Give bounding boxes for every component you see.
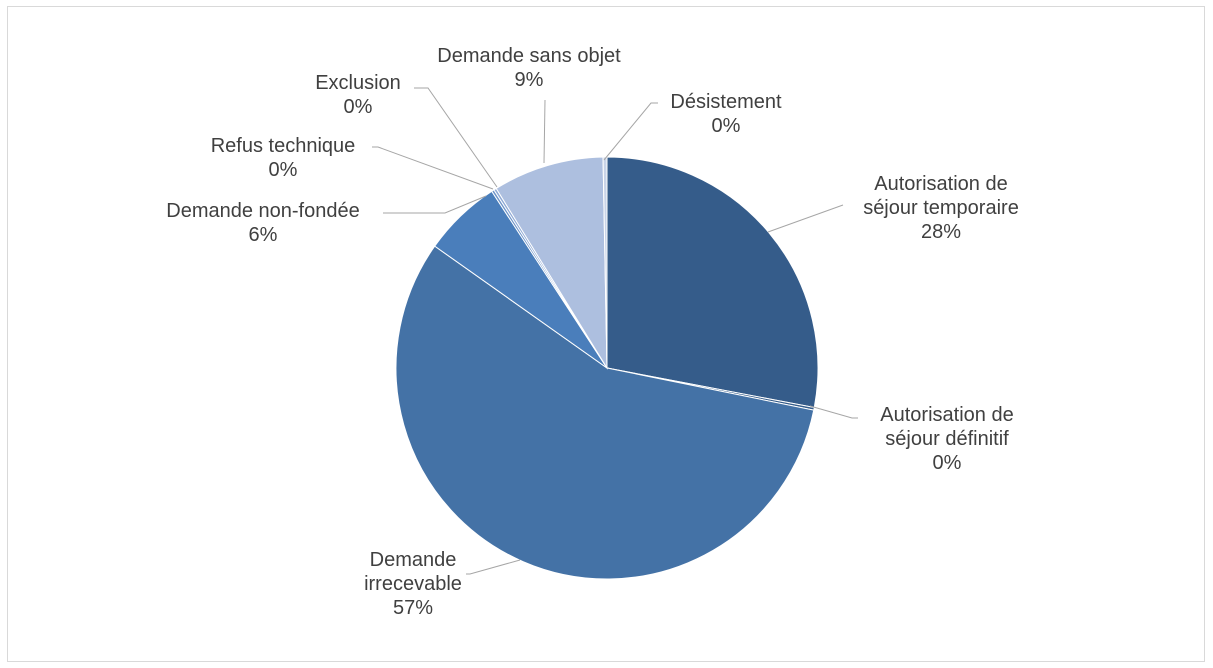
leader-line [414, 87, 498, 188]
leader-line [372, 146, 494, 190]
data-label: Autorisation de séjour définitif 0% [880, 404, 1013, 474]
pie-slice-demande-sans-objet [495, 156, 608, 370]
data-label-percent: 0% [712, 115, 741, 137]
data-label: Demande non-fondée 6% [166, 200, 359, 246]
data-label-name: Autorisation de [880, 404, 1013, 426]
leader-line [543, 99, 546, 164]
data-label: Refus technique 0% [211, 135, 356, 181]
data-label-name: Exclusion [315, 72, 401, 94]
data-label: Exclusion 0% [315, 72, 401, 118]
data-labels: Autorisation de séjour temporaire 28%Autor… [166, 45, 1019, 619]
data-label-percent: 0% [269, 159, 298, 181]
data-label-percent: 0% [344, 96, 373, 118]
leader-line [383, 195, 487, 214]
data-label-name: Désistement [670, 91, 782, 113]
leader-line [466, 559, 521, 575]
data-label: Désistement 0% [670, 91, 782, 137]
pie-slice-demande-irrecevable [395, 245, 815, 580]
data-label: Demande sans objet 9% [437, 45, 621, 91]
data-label-name: Demande [370, 549, 457, 571]
data-label-name: séjour temporaire [863, 197, 1019, 219]
data-label-name: Autorisation de [874, 173, 1007, 195]
pie-slice-autorisation-de-s-jour-temporaire [606, 156, 819, 409]
data-label: Autorisation de séjour temporaire 28% [863, 173, 1019, 243]
data-label: Demande irrecevable 57% [364, 549, 462, 619]
data-label-percent: 57% [393, 597, 433, 619]
data-label-percent: 6% [249, 224, 278, 246]
data-label-percent: 9% [515, 69, 544, 91]
pie-slices [395, 156, 819, 580]
leader-line [603, 102, 658, 161]
data-label-percent: 0% [933, 452, 962, 474]
data-label-name: Demande non-fondée [166, 200, 359, 222]
data-label-name: séjour définitif [885, 428, 1009, 450]
data-label-name: Refus technique [211, 135, 356, 157]
leader-line [809, 405, 858, 419]
data-label-name: Demande sans objet [437, 45, 621, 67]
data-label-percent: 28% [921, 221, 961, 243]
leader-lines [372, 87, 858, 575]
data-label-name: irrecevable [364, 573, 462, 595]
leader-line [767, 204, 844, 233]
